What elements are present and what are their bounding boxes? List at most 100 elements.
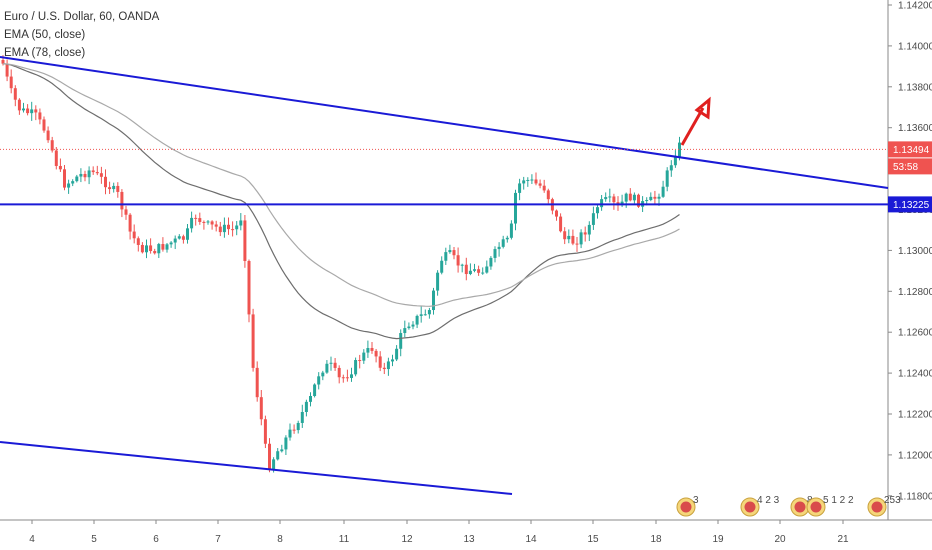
candle-body	[501, 239, 505, 247]
candle-body	[288, 429, 292, 438]
candle-body	[354, 360, 358, 375]
candle-body	[177, 236, 181, 239]
candle-body	[120, 191, 124, 210]
candle-body	[399, 333, 403, 349]
candle-body	[678, 142, 681, 158]
candle-body	[22, 108, 25, 111]
candle-body	[58, 165, 62, 170]
lower-channel-line	[0, 441, 513, 495]
candle-body	[284, 437, 288, 450]
candle-body	[505, 237, 509, 240]
candle-body	[386, 361, 390, 370]
candle-body	[604, 197, 608, 200]
y-tick-label: 1.13800	[898, 82, 932, 93]
candle-body	[313, 384, 317, 397]
candle-body	[190, 217, 194, 229]
candle-body	[546, 190, 550, 200]
y-tick-label: 1.12000	[898, 450, 932, 461]
candle-body	[526, 179, 530, 181]
candle-body	[276, 451, 280, 460]
candle-body	[17, 99, 21, 111]
candle-body	[624, 193, 628, 202]
candle-body	[218, 226, 222, 233]
candle-body	[419, 314, 423, 316]
candle-body	[1, 60, 5, 64]
x-tick-label: 21	[837, 534, 849, 545]
candle-body	[345, 377, 349, 379]
y-tick-label: 1.13000	[898, 246, 932, 257]
candle-body	[489, 257, 493, 267]
candle-body	[460, 264, 464, 266]
x-tick-label: 14	[525, 534, 537, 545]
event-flag-icon	[680, 501, 692, 513]
candle-body	[325, 363, 329, 373]
candle-body	[13, 88, 17, 100]
candle-body	[9, 76, 13, 89]
y-tick-label: 1.12800	[898, 287, 932, 298]
candle-body	[456, 255, 460, 266]
candle-body	[632, 194, 636, 201]
candle-body	[136, 238, 140, 245]
candle-body	[509, 223, 513, 238]
y-tick-label: 1.13600	[898, 123, 932, 134]
candle-body	[596, 207, 599, 214]
event-flag-icon	[744, 501, 756, 513]
y-tick-label: 1.14000	[898, 41, 932, 52]
x-tick-label: 15	[587, 534, 599, 545]
candle-body	[206, 221, 210, 223]
candle-body	[210, 221, 214, 225]
candle-body	[563, 231, 567, 240]
candle-body	[612, 196, 616, 203]
candle-body	[186, 228, 189, 240]
candle-body	[46, 130, 50, 141]
candle-body	[292, 429, 296, 431]
candle-body	[452, 250, 456, 256]
candle-body	[485, 266, 489, 273]
candle-body	[149, 245, 153, 252]
candle-body	[341, 377, 345, 379]
x-tick-label: 11	[339, 534, 350, 545]
candle-body	[169, 242, 173, 245]
candle-body	[309, 396, 312, 402]
candle-body	[411, 324, 415, 327]
candle-body	[432, 290, 435, 311]
candle-body	[38, 112, 42, 120]
event-badge-count: 4 2 3	[757, 495, 780, 506]
candle-body	[128, 214, 132, 232]
candle-body	[362, 352, 366, 361]
candle-body	[198, 218, 202, 222]
price-axis-background	[888, 0, 932, 550]
candle-body	[317, 376, 321, 385]
candle-body	[591, 213, 595, 225]
candle-body	[329, 362, 333, 364]
candle-body	[481, 272, 485, 274]
candle-body	[104, 176, 107, 188]
candle-body	[181, 236, 185, 240]
price-label-box	[888, 196, 932, 213]
indicator-ema-50: EMA (50, close)	[4, 29, 86, 41]
candle-body	[583, 232, 587, 235]
candle-body	[608, 196, 612, 198]
candle-body	[26, 108, 30, 114]
candle-body	[304, 401, 308, 413]
candle-body	[440, 260, 444, 273]
candle-body	[337, 367, 341, 378]
candle-body	[231, 229, 235, 231]
candle-body	[263, 419, 267, 444]
candle-body	[91, 170, 95, 173]
x-tick-label: 13	[463, 534, 475, 545]
candle-body	[333, 362, 337, 368]
candle-body	[407, 326, 411, 329]
candle-body	[555, 210, 558, 217]
x-tick-label: 5	[91, 534, 97, 545]
price-label-box	[888, 158, 932, 175]
candle-body	[247, 260, 251, 315]
candle-body	[202, 221, 206, 223]
candle-body	[391, 359, 394, 362]
candle-body	[50, 140, 54, 151]
candle-body	[571, 235, 575, 244]
candle-body	[473, 269, 476, 271]
candle-body	[194, 217, 198, 219]
